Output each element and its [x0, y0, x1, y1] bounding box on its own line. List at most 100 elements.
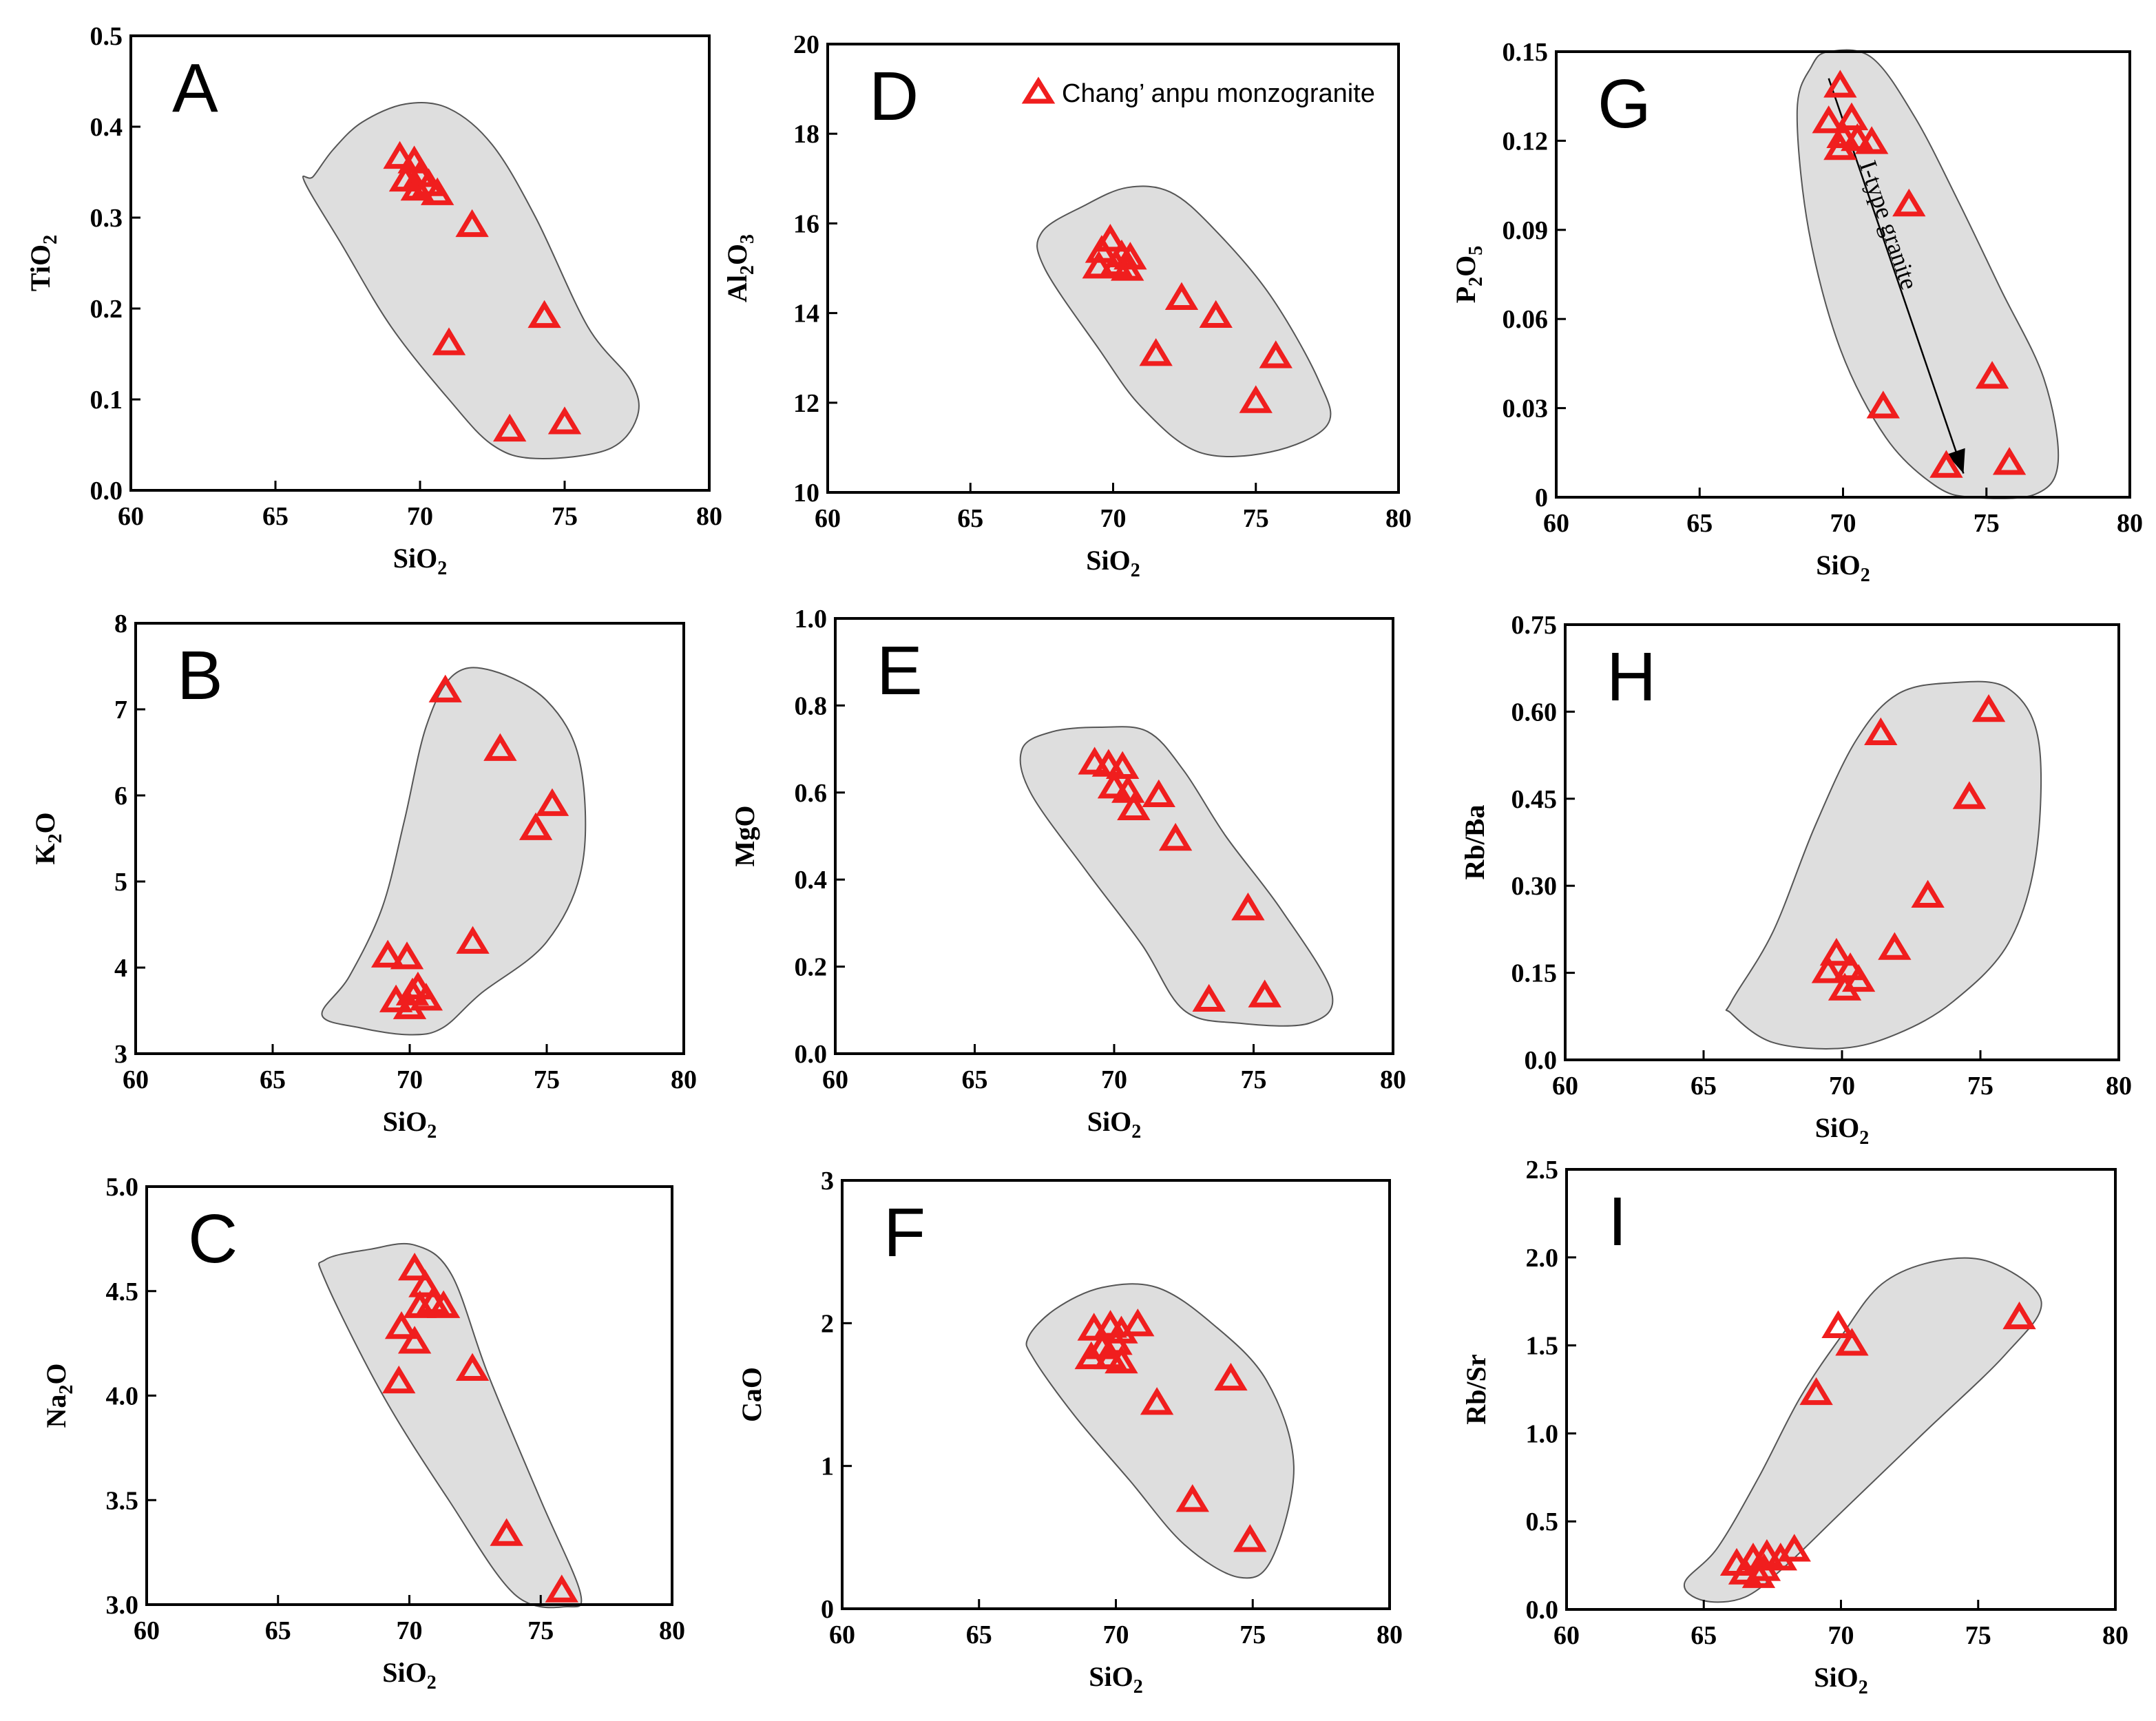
x-tick-label-B-2: 70 — [397, 1065, 423, 1094]
data-point-E-1 — [1078, 747, 1111, 775]
data-point-A-11 — [493, 413, 527, 442]
y-axis-label-D: Al2​O3​ — [722, 234, 758, 302]
data-point-E-4 — [1097, 771, 1131, 799]
data-point-E-3 — [1105, 751, 1140, 779]
y-tick-label-D-3: 16 — [793, 209, 819, 238]
panel-letter-D: D — [869, 58, 919, 135]
data-point-C-2 — [408, 1269, 442, 1297]
x-axis-label-A: SiO2​ — [393, 543, 447, 579]
x-tick-label-C-1: 65 — [265, 1616, 291, 1645]
y-tick-label-I-0: 0.0 — [1526, 1596, 1559, 1625]
x-tick-label-B-0: 60 — [123, 1065, 149, 1094]
x-tick-label-F-2: 70 — [1103, 1620, 1129, 1649]
y-tick-label-H-5: 0.75 — [1511, 611, 1558, 640]
y-tick-label-G-3: 0.09 — [1503, 216, 1549, 245]
y-tick-label-C-2: 4.0 — [106, 1382, 139, 1411]
y-tick-label-D-1: 12 — [793, 389, 819, 418]
y-tick-label-E-1: 0.2 — [795, 953, 828, 982]
panel-B: 60 65 70 75 80 3 4 5 6 7 8 SiO2​ K2​O B — [30, 609, 697, 1143]
data-point-G-1 — [1823, 70, 1857, 98]
y-tick-label-I-3: 1.5 — [1526, 1332, 1559, 1361]
y-tick-label-I-2: 1.0 — [1526, 1419, 1559, 1448]
x-tick-label-F-3: 75 — [1239, 1620, 1266, 1649]
y-tick-label-B-1: 4 — [114, 954, 127, 983]
panel-F: 60 65 70 75 80 0 1 2 3 SiO2​ CaO F — [736, 1167, 1403, 1698]
x-tick-label-H-3: 75 — [1967, 1072, 1993, 1101]
data-point-G-7 — [1854, 126, 1889, 154]
data-point-B-12 — [535, 788, 569, 816]
data-point-G-2 — [1834, 102, 1869, 131]
y-tick-label-C-1: 3.5 — [106, 1486, 139, 1515]
data-point-B-11 — [519, 812, 553, 840]
y-axis-label-A: TiO2​ — [25, 235, 61, 291]
data-point-B-9 — [428, 674, 462, 702]
data-point-I-12 — [2002, 1301, 2036, 1330]
x-tick-label-A-4: 80 — [696, 502, 722, 531]
x-tick-label-D-3: 75 — [1243, 504, 1269, 533]
data-point-C-1 — [397, 1252, 432, 1281]
x-axis-label-H: SiO2​ — [1815, 1112, 1869, 1149]
data-point-E-7 — [1142, 779, 1175, 808]
y-tick-label-E-4: 0.8 — [795, 691, 828, 720]
y-tick-label-A-2: 0.2 — [90, 295, 123, 324]
y-tick-label-H-4: 0.60 — [1511, 698, 1558, 727]
y-tick-label-B-4: 7 — [114, 696, 127, 724]
data-point-D-10 — [1139, 338, 1173, 366]
y-axis-label-E: MgO — [729, 806, 760, 867]
x-tick-label-H-0: 60 — [1552, 1072, 1578, 1101]
x-tick-label-I-4: 80 — [2102, 1621, 2128, 1650]
y-tick-label-E-5: 1.0 — [795, 605, 828, 634]
data-point-F-12 — [1175, 1484, 1209, 1512]
y-tick-label-D-2: 14 — [793, 300, 819, 328]
x-axis-label-E: SiO2​ — [1087, 1106, 1141, 1143]
panel-I: 60 65 70 75 80 0.0 0.5 1.0 1.5 2.0 2.5 SiO2​ Rb/Sr I — [1461, 1156, 2128, 1698]
data-point-I-6 — [1728, 1556, 1762, 1585]
data-point-C-6 — [384, 1311, 419, 1339]
data-point-B-8 — [456, 926, 490, 954]
y-tick-label-C-0: 3.0 — [106, 1591, 139, 1620]
y-tick-label-D-4: 18 — [793, 120, 819, 149]
y-tick-label-C-4: 5.0 — [106, 1173, 139, 1202]
data-point-I-5 — [1777, 1534, 1811, 1562]
y-tick-label-F-3: 3 — [821, 1167, 834, 1196]
data-point-C-5 — [426, 1290, 461, 1318]
y-tick-label-A-0: 0.0 — [90, 477, 123, 505]
y-tick-label-F-1: 1 — [821, 1452, 834, 1481]
x-tick-label-F-1: 65 — [966, 1620, 992, 1649]
x-tick-label-H-4: 80 — [2106, 1072, 2132, 1101]
x-tick-label-D-4: 80 — [1385, 504, 1412, 533]
x-tick-label-B-3: 75 — [534, 1065, 560, 1094]
y-axis-label-C: Na2​O — [41, 1363, 77, 1428]
data-point-D-5 — [1082, 251, 1116, 279]
field-envelope-A — [302, 102, 640, 459]
y-tick-label-C-3: 4.5 — [106, 1277, 139, 1306]
data-point-F-8 — [1105, 1345, 1138, 1374]
trend-arrow-head — [1947, 448, 1965, 474]
panel-letter-G: G — [1598, 65, 1651, 143]
y-tick-label-E-3: 0.6 — [795, 779, 828, 808]
field-envelope-C — [318, 1242, 583, 1609]
data-point-H-3 — [1833, 952, 1867, 981]
x-tick-label-A-3: 75 — [552, 502, 578, 531]
y-tick-label-E-0: 0.0 — [795, 1040, 828, 1069]
panel-letter-I: I — [1608, 1183, 1627, 1260]
data-point-B-10 — [483, 733, 517, 761]
x-tick-label-E-3: 75 — [1241, 1065, 1267, 1094]
y-tick-label-I-5: 2.5 — [1526, 1156, 1559, 1185]
x-tick-label-B-1: 65 — [260, 1065, 286, 1094]
data-point-H-10 — [1864, 717, 1898, 746]
x-tick-label-G-3: 75 — [1974, 509, 2000, 538]
y-tick-label-H-2: 0.30 — [1511, 872, 1558, 901]
data-point-F-10 — [1140, 1387, 1174, 1415]
x-tick-label-F-4: 80 — [1377, 1620, 1403, 1649]
data-point-H-2 — [1811, 955, 1845, 983]
y-tick-label-E-2: 0.4 — [795, 866, 828, 895]
x-tick-label-C-3: 75 — [527, 1616, 554, 1645]
y-tick-label-A-3: 0.3 — [90, 204, 123, 233]
field-envelope-B — [321, 667, 587, 1036]
x-axis-label-G: SiO2​ — [1816, 550, 1870, 586]
y-tick-label-A-1: 0.1 — [90, 386, 123, 415]
data-point-I-9 — [1799, 1377, 1833, 1406]
x-tick-label-C-4: 80 — [659, 1616, 685, 1645]
